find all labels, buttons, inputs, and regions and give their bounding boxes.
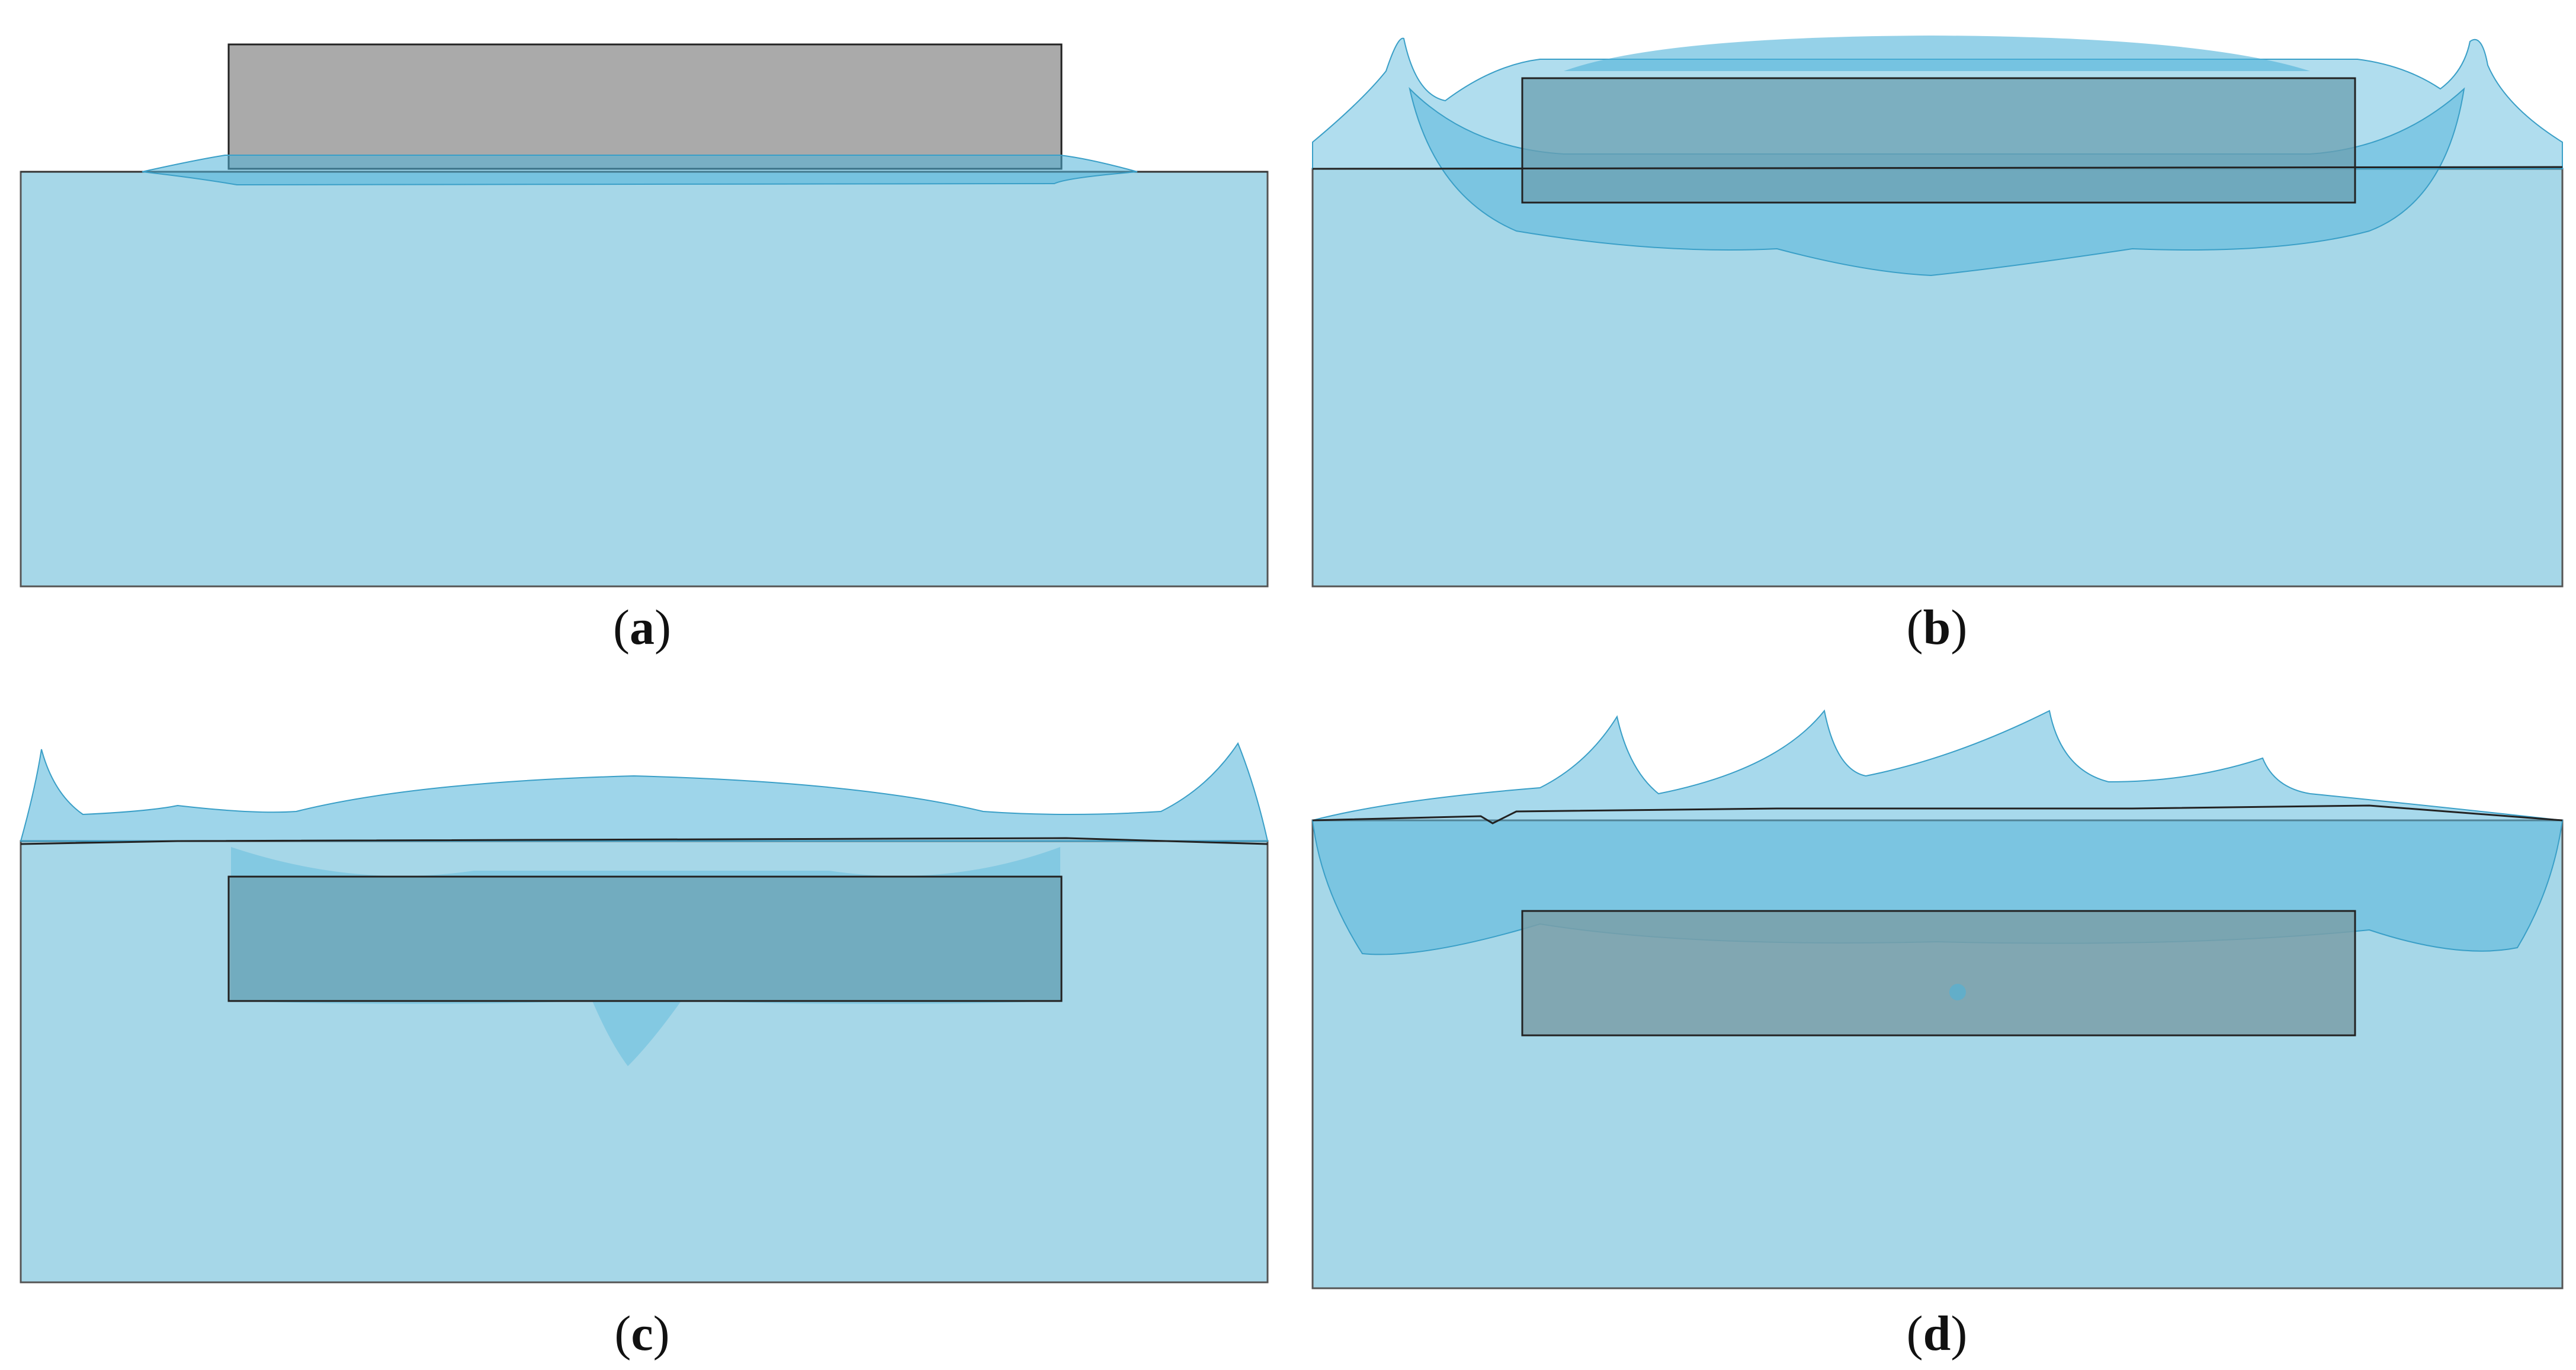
panel-a-water xyxy=(20,171,1269,588)
panel-d-droplet xyxy=(1949,984,1966,1000)
caption-d: (d) xyxy=(1906,1306,1968,1361)
panel-b-box xyxy=(1521,77,2356,204)
panel-d-surface-line xyxy=(1312,804,2563,824)
panel-d-box xyxy=(1521,910,2356,1037)
panel-a xyxy=(20,43,1269,588)
panel-a-splash-sheet xyxy=(142,155,1138,186)
panel-b-surface-line xyxy=(1312,166,2563,170)
panel-d xyxy=(1311,709,2564,1289)
panel-a-box xyxy=(227,43,1063,170)
caption-a: (a) xyxy=(613,600,671,655)
caption-c: (c) xyxy=(614,1306,670,1361)
panel-c xyxy=(20,742,1269,1284)
panel-b-top-bulge xyxy=(1564,36,2310,71)
panel-c-box xyxy=(227,875,1063,1002)
caption-b: (b) xyxy=(1906,600,1968,655)
panel-c-surface-line xyxy=(20,837,1268,845)
panel-b xyxy=(1311,36,2564,588)
panel-c-surface-splash xyxy=(20,742,1269,842)
